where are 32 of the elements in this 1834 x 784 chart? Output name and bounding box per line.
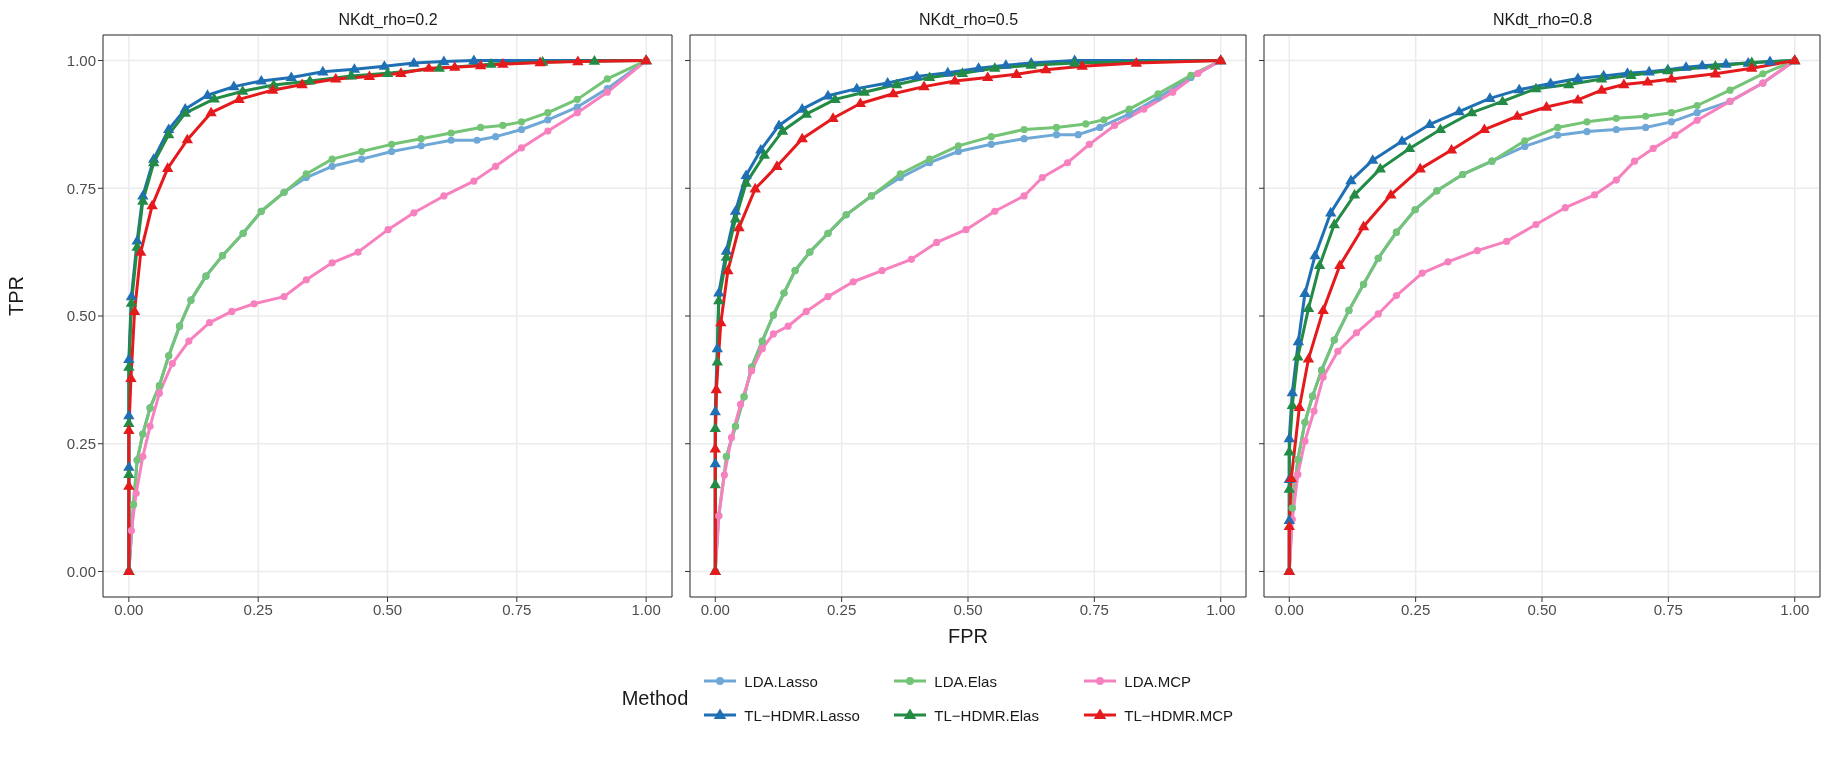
x-tick-label: 0.50 bbox=[372, 600, 403, 618]
chart-title: NKdt_rho=0.5 bbox=[917, 10, 1020, 30]
x-tick-label: 0.00 bbox=[700, 600, 730, 618]
x-tick-label: 0.25 bbox=[243, 600, 273, 618]
x-tick-label: 0.75 bbox=[1653, 600, 1683, 618]
legend-label: LDA.Lasso bbox=[744, 672, 818, 690]
y-tick-label: 0.50 bbox=[66, 307, 96, 325]
legend-label: TL−HDMR.MCP bbox=[1124, 706, 1234, 724]
x-tick-label: 0.25 bbox=[1401, 600, 1431, 618]
x-tick-label: 1.00 bbox=[1780, 600, 1810, 618]
legend-label: LDA.Elas bbox=[934, 672, 997, 690]
y-tick-label: 0.00 bbox=[66, 562, 96, 580]
x-tick-label: 0.00 bbox=[1274, 600, 1304, 618]
legend-label: TL−HDMR.Elas bbox=[934, 706, 1039, 724]
y-tick-label: 1.00 bbox=[66, 51, 96, 69]
legend-label: TL−HDMR.Lasso bbox=[744, 706, 860, 724]
y-axis-title: TPR bbox=[5, 276, 28, 316]
x-tick-label: 1.00 bbox=[631, 600, 661, 618]
x-tick-label: 0.25 bbox=[827, 600, 857, 618]
chart-title: NKdt_rho=0.2 bbox=[337, 10, 439, 30]
y-tick-label: 0.75 bbox=[66, 179, 96, 197]
x-tick-label: 0.00 bbox=[114, 600, 144, 618]
x-tick-label: 0.75 bbox=[502, 600, 532, 618]
x-tick-label: 0.50 bbox=[1527, 600, 1557, 618]
x-axis-title: FPR bbox=[948, 625, 988, 648]
chart-title: NKdt_rho=0.8 bbox=[1491, 10, 1594, 30]
legend-title: Method bbox=[621, 686, 689, 710]
x-tick-label: 1.00 bbox=[1206, 600, 1236, 618]
x-tick-label: 0.75 bbox=[1079, 600, 1109, 618]
legend-label: LDA.MCP bbox=[1124, 672, 1192, 690]
y-tick-label: 0.25 bbox=[66, 435, 96, 453]
x-tick-label: 0.50 bbox=[953, 600, 983, 618]
